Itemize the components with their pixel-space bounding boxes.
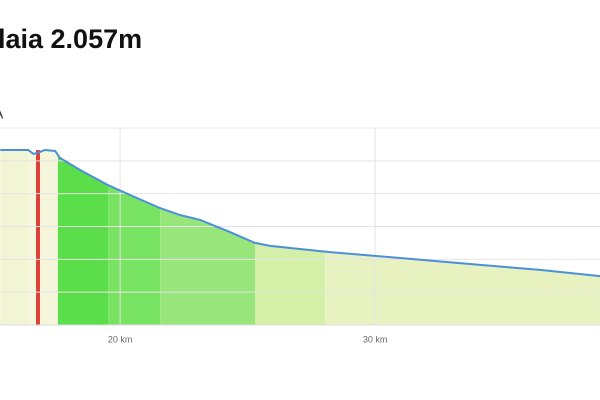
chart-title: laia 2.057m bbox=[0, 24, 142, 54]
x-tick-label: 30 km bbox=[363, 334, 388, 344]
slope-segment bbox=[28, 149, 58, 325]
position-marker bbox=[35, 149, 40, 325]
elevation-line bbox=[0, 148, 600, 278]
x-tick-label: 20 km bbox=[108, 334, 133, 344]
slope-segment bbox=[0, 149, 29, 325]
annotation: A bbox=[0, 106, 4, 122]
